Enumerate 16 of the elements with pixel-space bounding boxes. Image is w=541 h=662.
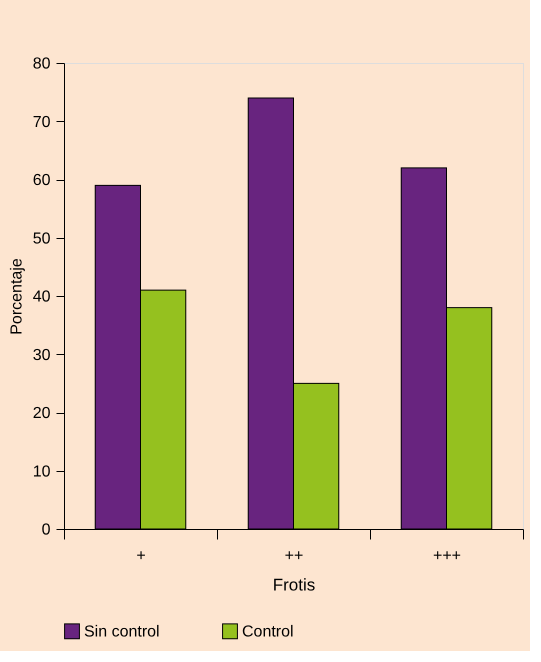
x-tick-label: +++: [432, 548, 462, 564]
x-axis-title: Frotis: [272, 576, 316, 594]
y-tick-label: 0: [42, 522, 51, 538]
y-tick-label: 30: [32, 346, 51, 364]
y-tick-label: 80: [32, 56, 51, 72]
y-tick-label: 60: [32, 172, 51, 189]
legend-label: Control: [242, 623, 294, 640]
y-tick-label: 10: [32, 463, 51, 480]
x-tick-label: ++: [284, 548, 304, 564]
y-axis-title: Porcentaje: [8, 258, 26, 335]
y-tick-label: 40: [32, 288, 51, 306]
x-tick-label: +: [136, 548, 146, 564]
y-tick-label: 70: [32, 114, 51, 131]
legend-label: Sin control: [84, 623, 160, 640]
y-tick-label: 50: [32, 230, 51, 248]
y-tick-label: 20: [32, 405, 51, 422]
